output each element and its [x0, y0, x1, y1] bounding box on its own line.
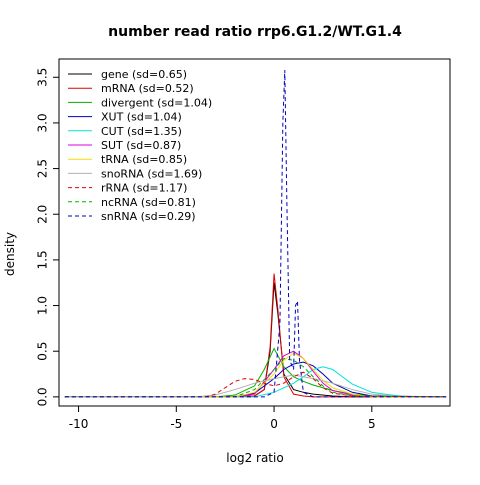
x-tick-label: 0 — [270, 417, 278, 431]
y-tick-label: 0.5 — [36, 342, 50, 361]
y-axis-label: density — [3, 232, 17, 276]
y-tick-label: 1.0 — [36, 296, 50, 315]
y-tick-label: 2.0 — [36, 205, 50, 224]
x-axis: -10 -5 0 5 — [69, 405, 376, 431]
y-tick-label: 1.5 — [36, 250, 50, 269]
legend-label: gene (sd=0.65) — [101, 68, 187, 81]
legend-label: divergent (sd=1.04) — [101, 96, 212, 109]
legend-label: mRNA (sd=0.52) — [101, 82, 194, 95]
legend: gene (sd=0.65)mRNA (sd=0.52)divergent (s… — [68, 68, 212, 223]
y-tick-label: 3.5 — [36, 68, 50, 87]
x-tick-label: -10 — [69, 417, 89, 431]
series-line — [64, 361, 447, 398]
x-tick-label: -5 — [170, 417, 182, 431]
legend-label: rRNA (sd=1.17) — [101, 182, 187, 195]
chart-title: number read ratio rrp6.G1.2/WT.G1.4 — [108, 24, 402, 40]
series-line — [64, 366, 447, 398]
x-tick-label: 5 — [368, 417, 376, 431]
legend-label: XUT (sd=1.04) — [101, 111, 182, 124]
x-axis-label: log2 ratio — [226, 451, 283, 465]
y-axis: 0.0 0.5 1.0 1.5 2.0 2.5 3.0 3.5 — [36, 68, 60, 406]
legend-label: snRNA (sd=0.29) — [101, 210, 196, 223]
series-line — [64, 69, 447, 398]
series-line — [64, 352, 447, 398]
series-line — [64, 371, 447, 398]
legend-label: tRNA (sd=0.85) — [101, 153, 187, 166]
legend-label: SUT (sd=0.87) — [101, 139, 181, 152]
legend-label: CUT (sd=1.35) — [101, 125, 182, 138]
series-line — [64, 374, 447, 398]
legend-label: snoRNA (sd=1.69) — [101, 167, 202, 180]
series-lines — [64, 69, 447, 398]
legend-label: ncRNA (sd=0.81) — [101, 196, 196, 209]
y-tick-label: 0.0 — [36, 387, 50, 406]
series-line — [64, 357, 447, 398]
y-tick-label: 2.5 — [36, 159, 50, 178]
y-tick-label: 3.0 — [36, 113, 50, 132]
